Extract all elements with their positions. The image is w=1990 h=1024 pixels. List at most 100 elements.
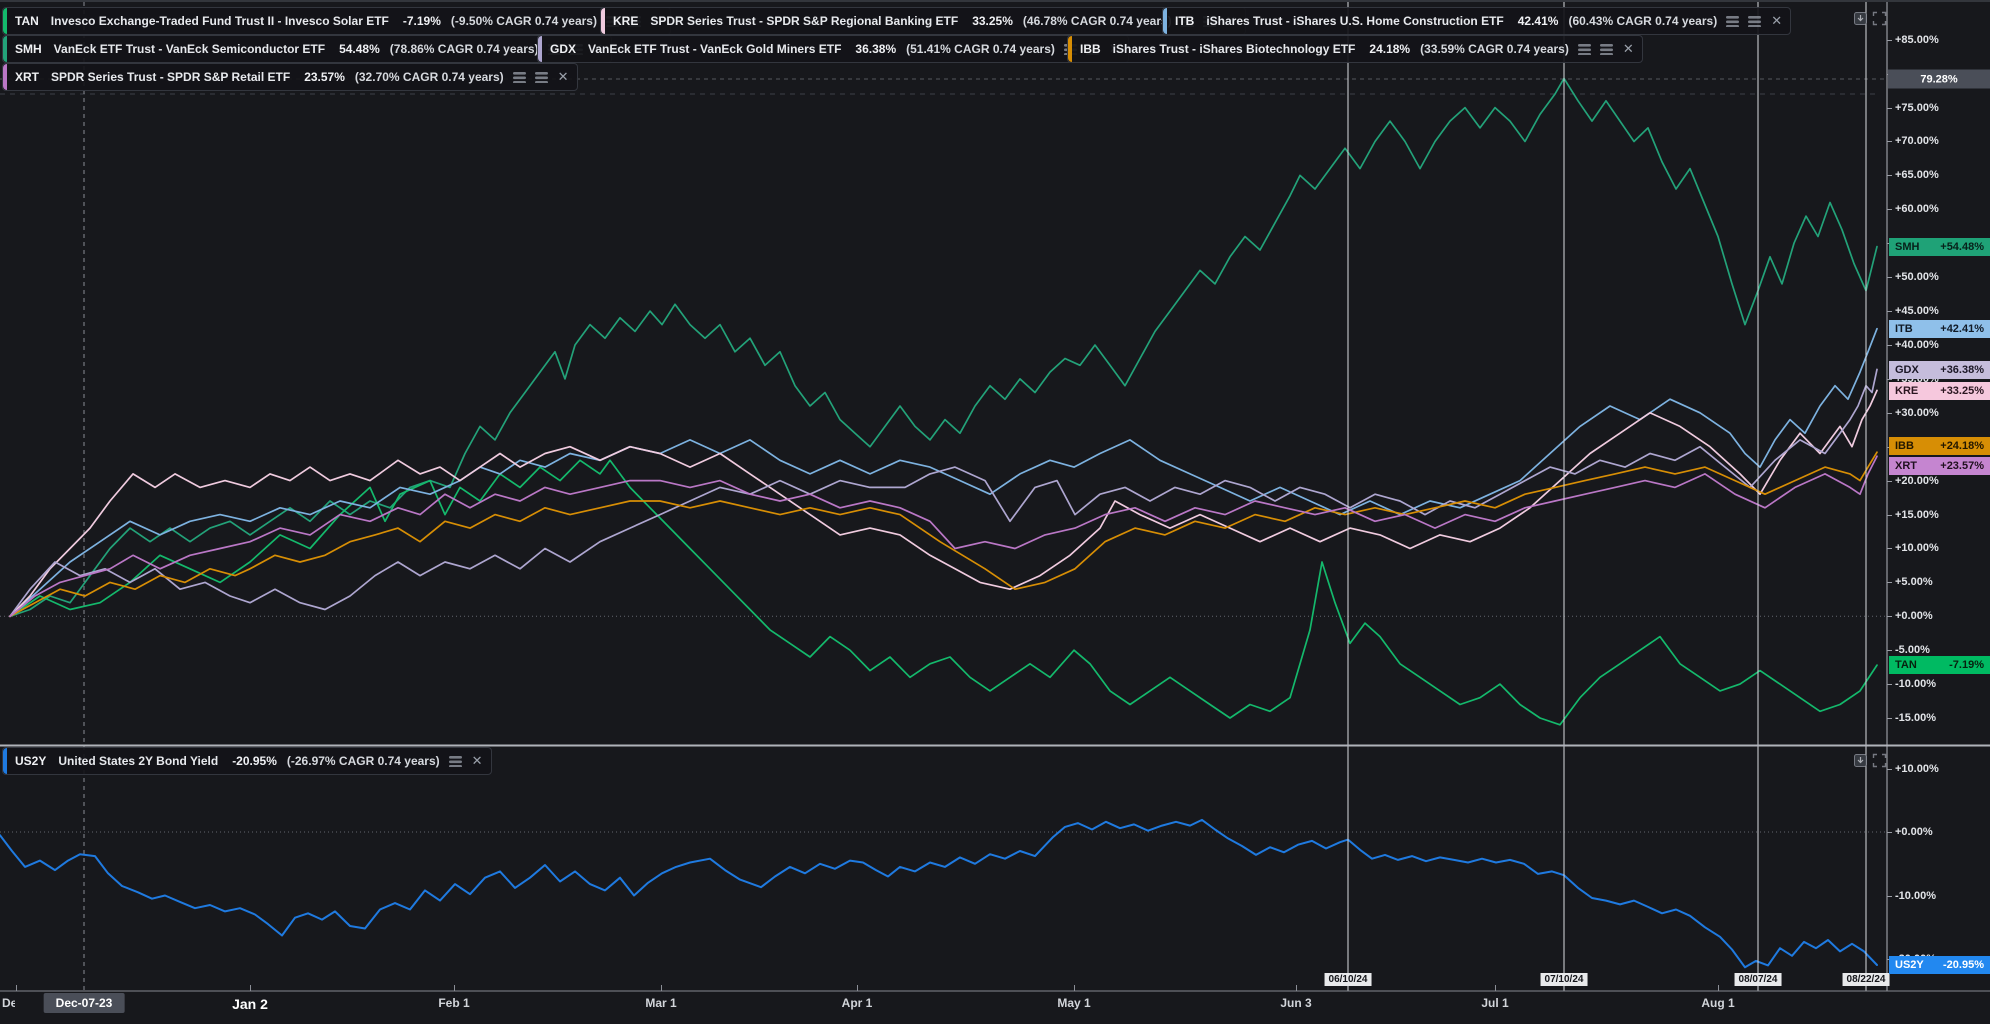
layers-icon[interactable] (534, 71, 549, 83)
time-axis[interactable]: Dec-07-23 Dec Jan 2 Feb 1 Mar 1 Apr 1 May 1 Ju… (0, 973, 1990, 1024)
price-tick-mark (1887, 412, 1892, 414)
instrument-name: VanEck ETF Trust - VanEck Gold Miners ET… (588, 42, 842, 56)
time-tick-mark (454, 985, 455, 991)
price-tick-label: +30.00% (1895, 406, 1939, 419)
price-tick-label: -15.00% (1895, 712, 1936, 725)
time-tick-mark (1074, 985, 1075, 991)
time-tick-label: Feb 1 (438, 996, 470, 1010)
top-pane-controls (1853, 11, 1887, 26)
badge-value: +54.48% (1940, 240, 1984, 253)
legend-pill-tan[interactable]: TAN Invesco Exchange-Traded Fund Trust II… (2, 7, 671, 35)
price-tick-mark (1887, 209, 1892, 211)
series-color-bar (3, 8, 7, 34)
price-tick-mark (1887, 548, 1892, 550)
screenshot-icon[interactable] (1853, 11, 1868, 26)
event-date-label: 07/10/24 (1540, 973, 1588, 986)
price-badge-ibb[interactable]: IBB +24.18% (1889, 437, 1990, 456)
layers-icon[interactable] (1725, 15, 1740, 27)
layers-icon[interactable] (448, 755, 463, 767)
layers-icon[interactable] (1577, 43, 1592, 55)
price-tick-mark (1887, 107, 1892, 109)
instrument-name: Invesco Exchange-Traded Fund Trust II - … (50, 14, 389, 28)
instrument-name: United States 2Y Bond Yield (58, 754, 219, 768)
time-tick-mark (16, 985, 17, 991)
series-color-bar (1068, 36, 1072, 62)
close-icon[interactable]: ✕ (471, 753, 483, 768)
change-value: 42.41% (1517, 14, 1559, 28)
legend-pill-gdx[interactable]: GDX VanEck ETF Trust - VanEck Gold Miners… (537, 35, 1129, 63)
badge-ticker: TAN (1895, 659, 1917, 672)
price-badge-smh[interactable]: SMH +54.48% (1889, 237, 1990, 256)
series-line-xrt[interactable] (9, 455, 1878, 618)
badge-value: +33.25% (1940, 384, 1984, 397)
series-line-us2y[interactable] (0, 818, 1878, 969)
layers-icon[interactable] (1599, 43, 1614, 55)
close-icon[interactable]: ✕ (1622, 41, 1634, 56)
series-line-gdx[interactable] (9, 368, 1878, 618)
series-line-smh[interactable] (9, 77, 1878, 618)
legend-pill-itb[interactable]: ITB iShares Trust - iShares U.S. Home Con… (1162, 7, 1792, 35)
legend-pill-kre[interactable]: KRE SPDR Series Trust - SPDR S&P Regional… (600, 7, 1246, 35)
legend-pill-ibb[interactable]: IBB iShares Trust - iShares Biotechnology… (1067, 35, 1643, 63)
price-tick-label: +40.00% (1895, 338, 1939, 351)
price-tick-label: +70.00% (1895, 135, 1939, 148)
price-badge-xrt[interactable]: XRT +23.57% (1889, 457, 1990, 476)
time-tick-mark (1718, 985, 1719, 991)
maximize-icon[interactable] (1872, 753, 1887, 768)
time-tick-mark (661, 985, 662, 991)
event-date-label: 06/10/24 (1324, 973, 1372, 986)
price-tick-mark (1887, 616, 1892, 618)
cagr-note: (78.86% CAGR 0.74 years) (389, 42, 539, 56)
price-tick-label: +5.00% (1895, 576, 1933, 589)
series-line-ibb[interactable] (9, 451, 1878, 618)
legend-pill-us2y[interactable]: US2Y United States 2Y Bond Yield -20.95% (-… (2, 747, 492, 775)
price-badge-tan[interactable]: TAN -7.19% (1889, 656, 1990, 675)
badge-value: +36.38% (1940, 363, 1984, 376)
series-line-itb[interactable] (9, 327, 1878, 618)
badge-ticker: SMH (1895, 240, 1920, 253)
series-color-bar (3, 748, 7, 774)
series-line-tan[interactable] (9, 459, 1878, 726)
instrument-name: SPDR Series Trust - SPDR S&P Regional Ba… (650, 14, 959, 28)
ticker-symbol: SMH (15, 42, 42, 56)
price-tick-label: +50.00% (1895, 271, 1939, 284)
series-color-bar (3, 36, 7, 62)
legend-pill-smh[interactable]: SMH VanEck ETF Trust - VanEck Semiconduct… (2, 35, 613, 63)
price-tick-mark (1887, 832, 1892, 833)
time-tick-label: Apr 1 (841, 996, 873, 1010)
price-badge-kre[interactable]: KRE +33.25% (1889, 381, 1990, 400)
badge-ticker: GDX (1895, 363, 1919, 376)
price-tick-label: +0.00% (1895, 826, 1933, 838)
ticker-symbol: GDX (550, 42, 577, 56)
price-tick-mark (1887, 378, 1892, 380)
close-icon[interactable]: ✕ (557, 69, 569, 84)
badge-value: -20.95% (1943, 959, 1984, 972)
price-badge-gdx[interactable]: GDX +36.38% (1889, 360, 1990, 379)
ticker-symbol: ITB (1175, 14, 1195, 28)
layers-icon[interactable] (512, 71, 527, 83)
crosshair-price-label: 79.28% (1888, 69, 1990, 89)
change-value: 33.25% (972, 14, 1013, 28)
price-tick-mark (1887, 582, 1892, 584)
price-badge-us2y[interactable]: US2Y -20.95% (1889, 956, 1990, 975)
maximize-icon[interactable] (1872, 11, 1887, 26)
close-icon[interactable]: ✕ (1771, 13, 1783, 28)
series-line-kre[interactable] (9, 389, 1878, 618)
layers-icon[interactable] (1747, 15, 1762, 27)
change-value: 36.38% (855, 42, 897, 56)
price-badge-itb[interactable]: ITB +42.41% (1889, 319, 1990, 338)
price-tick-label: +20.00% (1895, 474, 1939, 487)
price-tick-label: +10.00% (1895, 762, 1939, 775)
time-tick-mark (857, 985, 858, 991)
time-tick-mark (250, 985, 251, 991)
change-value: 24.18% (1369, 42, 1411, 56)
cagr-note: (33.59% CAGR 0.74 years) (1420, 42, 1569, 56)
price-tick-mark (1887, 141, 1892, 143)
screenshot-icon[interactable] (1853, 753, 1868, 768)
legend-pill-xrt[interactable]: XRT SPDR Series Trust - SPDR S&P Retail E… (2, 63, 578, 91)
crosshair-date-label: Dec-07-23 (43, 993, 125, 1013)
price-tick-mark (1887, 480, 1892, 482)
time-tick-label: Jul 1 (1481, 996, 1509, 1010)
